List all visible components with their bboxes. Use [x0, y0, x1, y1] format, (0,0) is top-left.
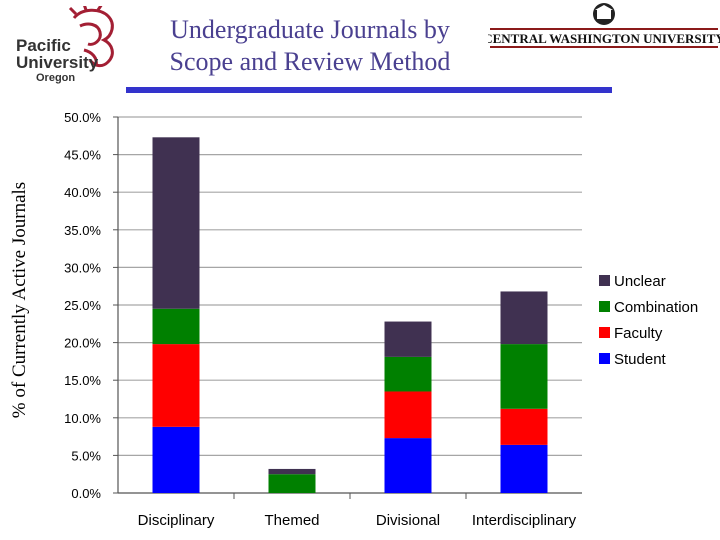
y-tick-label: 0.0%: [71, 486, 101, 501]
legend-label-student: Student: [614, 351, 667, 368]
bar-segment-faculty: [500, 408, 548, 445]
title-underline: [126, 87, 612, 93]
legend-label-combination: Combination: [614, 299, 698, 316]
bar-segment-combination: [500, 344, 548, 409]
legend-swatch-unclear: [599, 275, 610, 286]
title-line1: Undergraduate Journals by: [170, 15, 450, 44]
x-tick-label: Disciplinary: [138, 512, 215, 529]
y-tick-label: 20.0%: [64, 336, 101, 351]
logo-text-line1: Pacific: [16, 36, 71, 55]
bar-segment-unclear: [500, 291, 548, 345]
y-tick-label: 40.0%: [64, 185, 101, 200]
y-tick-label: 35.0%: [64, 223, 101, 238]
bar-segment-faculty: [152, 344, 200, 427]
y-tick-label: 25.0%: [64, 298, 101, 313]
bar-segment-combination: [384, 356, 432, 392]
y-tick-label: 50.0%: [64, 110, 101, 125]
y-tick-label: 45.0%: [64, 148, 101, 163]
title-line2: Scope and Review Method: [169, 47, 451, 76]
bar-segment-unclear: [152, 137, 200, 309]
bar-segment-student: [384, 438, 432, 493]
boxer-mascot-icon: [68, 6, 114, 68]
bar-segment-student: [152, 426, 200, 493]
legend-swatch-combination: [599, 301, 610, 312]
y-tick-label: 15.0%: [64, 373, 101, 388]
y-tick-label: 10.0%: [64, 411, 101, 426]
legend-label-unclear: Unclear: [614, 273, 666, 290]
x-tick-label: Themed: [264, 512, 319, 529]
legend-swatch-student: [599, 353, 610, 364]
y-tick-label: 30.0%: [64, 260, 101, 275]
bar-segment-combination: [152, 308, 200, 345]
cwu-logo: CENTRAL WASHINGTON UNIVERSITY: [488, 3, 720, 48]
x-tick-label: Divisional: [376, 512, 440, 529]
legend-swatch-faculty: [599, 327, 610, 338]
bar-segment-student: [500, 444, 548, 493]
bar-segment-faculty: [384, 391, 432, 439]
y-tick-label: 5.0%: [71, 448, 101, 463]
bar-segment-combination: [268, 474, 316, 493]
legend-label-faculty: Faculty: [614, 325, 663, 342]
building-seal-icon: [593, 3, 615, 25]
bar-segment-unclear: [384, 321, 432, 357]
pacific-university-logo: Pacific University Oregon: [16, 6, 114, 84]
logo-text-line3: Oregon: [36, 72, 75, 84]
x-tick-label: Interdisciplinary: [472, 512, 577, 529]
bar-segment-unclear: [268, 468, 316, 475]
cwu-logo-text: CENTRAL WASHINGTON UNIVERSITY: [488, 31, 720, 46]
slide-title: Undergraduate Journals by Scope and Revi…: [140, 14, 480, 78]
logo-text-line2: University: [16, 53, 99, 72]
